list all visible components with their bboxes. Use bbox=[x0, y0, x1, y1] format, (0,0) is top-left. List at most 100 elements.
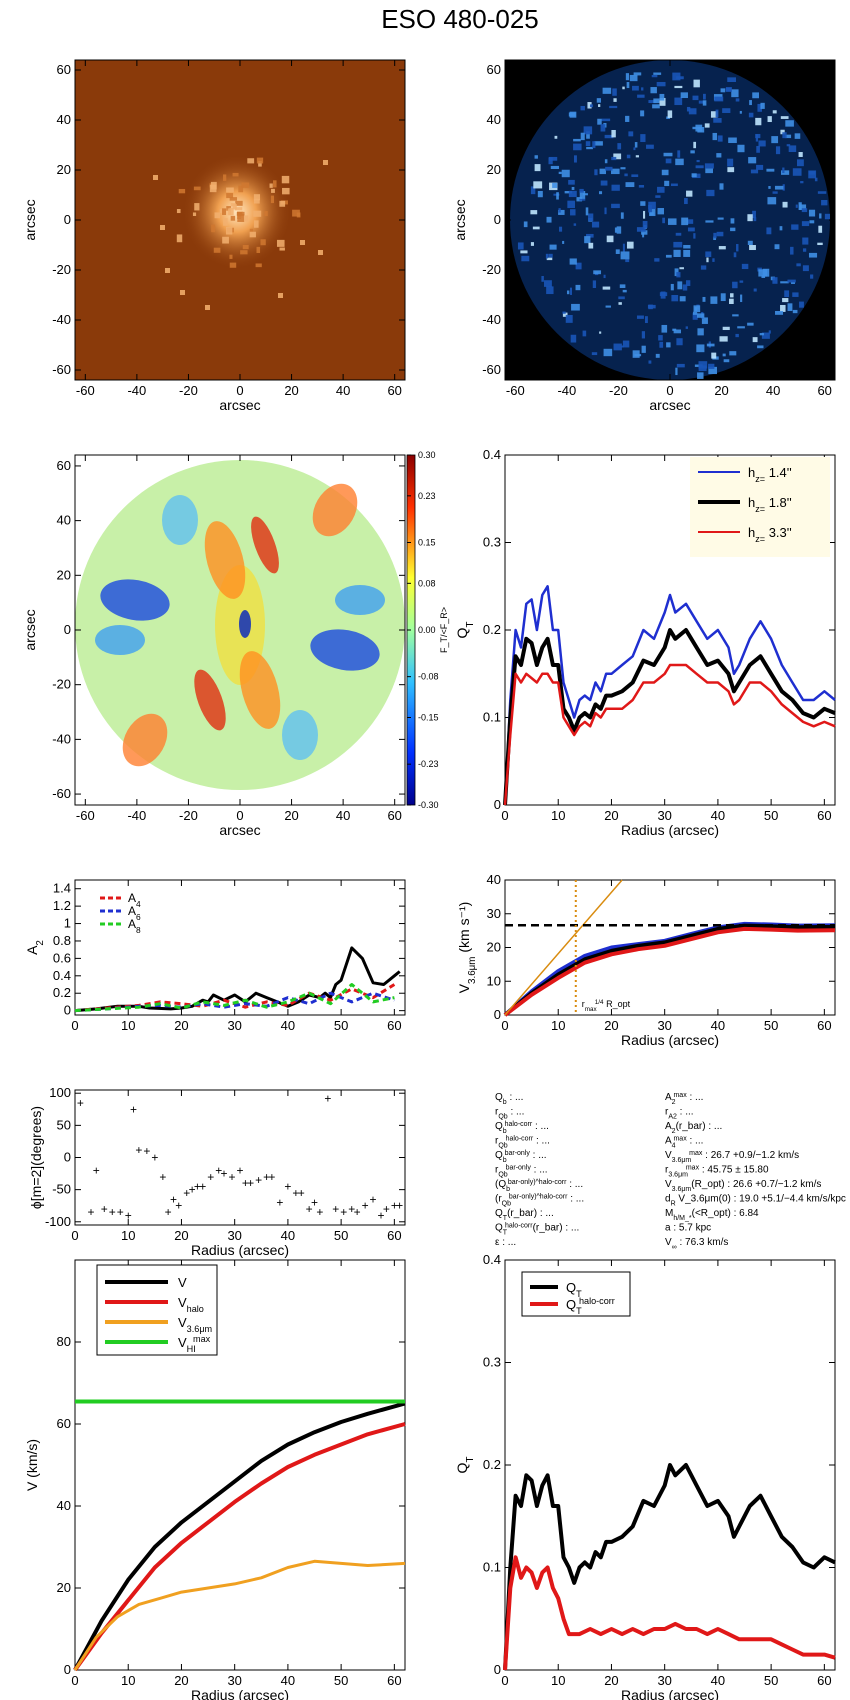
image-pixel bbox=[656, 81, 666, 87]
image-source bbox=[278, 293, 283, 298]
image-pixel bbox=[281, 175, 290, 184]
image-pixel bbox=[712, 258, 715, 262]
image-pixel bbox=[559, 226, 563, 232]
image-pixel bbox=[271, 188, 275, 193]
image-pixel bbox=[677, 281, 683, 290]
image-pixel bbox=[671, 294, 679, 302]
image-pixel bbox=[194, 203, 200, 211]
image-pixel bbox=[710, 296, 718, 304]
image-pixel bbox=[569, 287, 573, 295]
image-pixel bbox=[674, 97, 683, 106]
y-tick-label: -20 bbox=[52, 262, 71, 277]
legend-label: V bbox=[178, 1275, 187, 1290]
image-pixel bbox=[619, 284, 626, 288]
image-source bbox=[153, 175, 158, 180]
image-pixel bbox=[521, 255, 530, 262]
y-tick-label: 0.1 bbox=[483, 710, 501, 725]
image-pixel bbox=[546, 257, 553, 261]
phase-point: + bbox=[306, 1202, 313, 1216]
image-pixel bbox=[564, 191, 573, 194]
y-tick-label: 80 bbox=[57, 1334, 71, 1349]
y-tick-label: 100 bbox=[49, 1085, 71, 1100]
image-pixel bbox=[253, 198, 260, 204]
phase-point: + bbox=[159, 1170, 166, 1184]
image-pixel bbox=[611, 156, 617, 161]
image-pixel bbox=[730, 293, 734, 298]
image-pixel bbox=[801, 208, 808, 213]
image-pixel bbox=[792, 292, 799, 297]
image-pixel bbox=[614, 227, 617, 233]
image-pixel bbox=[625, 115, 630, 122]
image-pixel bbox=[719, 336, 728, 342]
y-tick-label: 0.4 bbox=[483, 447, 501, 462]
image-pixel bbox=[292, 209, 300, 217]
image-pixel bbox=[693, 305, 701, 313]
image-pixel bbox=[596, 98, 601, 103]
image-pixel bbox=[676, 338, 683, 346]
x-tick-label: 60 bbox=[387, 1018, 401, 1033]
parameter-left: QThalo-corr(r_bar) : ... bbox=[495, 1222, 579, 1236]
image-pixel bbox=[692, 311, 698, 315]
image-pixel bbox=[682, 284, 688, 291]
image-pixel bbox=[679, 267, 684, 270]
image-pixel bbox=[603, 274, 606, 279]
image-pixel bbox=[697, 372, 704, 379]
y-tick-label: 0.3 bbox=[483, 1355, 501, 1370]
colorbar-tick-label: -0.23 bbox=[418, 759, 439, 769]
image-pixel bbox=[802, 265, 809, 272]
phase-point: + bbox=[215, 1163, 222, 1177]
image-pixel bbox=[749, 100, 752, 106]
image-pixel bbox=[556, 192, 559, 200]
legend-label: hz= 1.8'' bbox=[748, 495, 792, 514]
rmax-annotation: rmax1/4 R_opt bbox=[582, 999, 631, 1013]
image-pixel bbox=[688, 108, 697, 115]
x-axis-label: Radius (arcsec) bbox=[621, 1032, 719, 1048]
image-pixel bbox=[663, 152, 673, 157]
panel-parameters: Qb : ...rQb : ...Qbhalo-corr : ...rQbhal… bbox=[495, 1092, 846, 1251]
image-pixel bbox=[613, 153, 622, 160]
image-pixel bbox=[223, 218, 228, 226]
image-pixel bbox=[226, 193, 234, 199]
image-pixel bbox=[683, 244, 691, 249]
x-tick-label: -40 bbox=[557, 383, 576, 398]
image-pixel bbox=[611, 129, 616, 138]
x-tick-label: 50 bbox=[764, 1018, 778, 1033]
y-tick-label: 40 bbox=[57, 1498, 71, 1513]
map-region bbox=[251, 516, 279, 574]
image-pixel bbox=[753, 217, 757, 222]
image-pixel bbox=[571, 303, 580, 311]
image-pixel bbox=[729, 351, 737, 356]
image-pixel bbox=[227, 208, 231, 216]
colorbar-label: F_T/<F_R> bbox=[439, 607, 449, 653]
image-pixel bbox=[759, 333, 764, 336]
phase-point: + bbox=[292, 1186, 299, 1200]
y-axis-group: A2 bbox=[24, 940, 46, 955]
image-pixel bbox=[192, 212, 197, 217]
image-pixel bbox=[677, 150, 681, 158]
colorbar-tick-label: 0.08 bbox=[418, 578, 436, 588]
panel-qt-profile: 0 10 20 30 40 50 60 0 0.1 0.2 0.3 0.4 Radius (arcsec… bbox=[454, 447, 836, 838]
image-pixel bbox=[808, 209, 816, 217]
image-pixel bbox=[722, 326, 730, 331]
velocity-series-line bbox=[73, 1401, 406, 1671]
image-pixel bbox=[727, 167, 735, 173]
y-tick-label: -60 bbox=[52, 362, 71, 377]
image-pixel bbox=[238, 185, 244, 193]
parameter-right: Mh/M_*(<R_opt) : 6.84 bbox=[665, 1208, 759, 1222]
x-tick-label: 60 bbox=[817, 1018, 831, 1033]
image-pixel bbox=[599, 191, 603, 195]
image-pixel bbox=[222, 208, 227, 215]
image-pixel bbox=[279, 200, 286, 207]
x-tick-label: 40 bbox=[711, 1018, 725, 1033]
image-pixel bbox=[711, 352, 717, 359]
image-pixel bbox=[587, 102, 592, 109]
parameter-right: a : 5.7 kpc bbox=[665, 1223, 711, 1234]
image-pixel bbox=[667, 110, 673, 118]
image-pixel bbox=[534, 164, 541, 172]
image-pixel bbox=[741, 263, 749, 270]
x-tick-label: 0 bbox=[666, 383, 673, 398]
image-pixel bbox=[684, 198, 688, 205]
image-pixel bbox=[579, 190, 586, 199]
image-pixel bbox=[533, 181, 543, 189]
